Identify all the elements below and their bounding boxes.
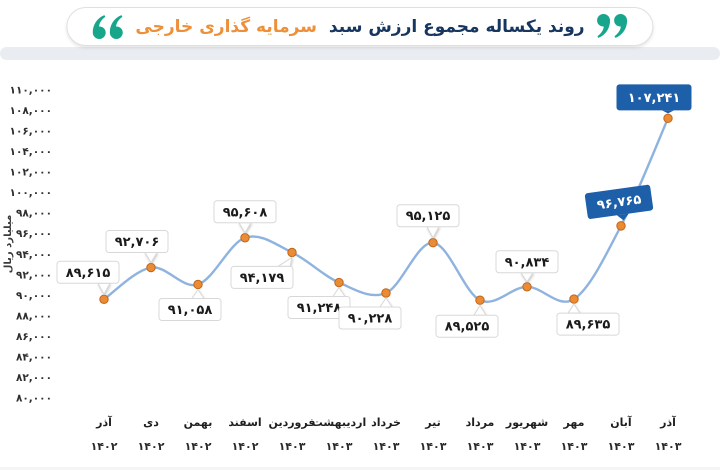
x-axis-year-label: ۱۴۰۳: [608, 440, 635, 453]
data-point-marker: [663, 113, 673, 124]
double-quote-close-icon: [92, 15, 123, 39]
y-axis-tick-label: ۱۰۴,۰۰۰: [10, 146, 52, 158]
y-axis-tick-label: ۸۲,۰۰۰: [16, 372, 52, 384]
data-label-callout: ۹۵,۶۰۸: [213, 200, 277, 234]
x-axis-month-label: تیر: [424, 416, 440, 429]
svg-text:۹۱,۲۴۸: ۹۱,۲۴۸: [297, 301, 342, 316]
y-axis-tick-label: ۹۴,۰۰۰: [16, 249, 52, 261]
chart-canvas: ۸۰,۰۰۰ ۸۲,۰۰۰ ۸۴,۰۰۰ ۸۶,۰۰۰ ۸۸,۰۰۰ ۹۰,۰۰۰ ۹۲,۰…: [3, 84, 692, 453]
x-axis-year-label: ۱۴۰۲: [138, 440, 165, 453]
svg-text:۹۰,۸۳۴: ۹۰,۸۳۴: [505, 255, 550, 270]
y-axis-tick-label: ۱۰۶,۰۰۰: [10, 126, 52, 138]
data-point-marker: [146, 262, 156, 273]
data-point-marker: [193, 279, 203, 290]
x-axis-year-label: ۱۴۰۲: [185, 440, 212, 453]
y-axis-tick-label: ۸۶,۰۰۰: [16, 331, 52, 343]
x-axis-month-label: مرداد: [466, 416, 495, 429]
y-axis-tick-label: ۱۱۰,۰۰۰: [10, 85, 52, 97]
data-label-callout: ۸۹,۵۲۵: [435, 304, 499, 338]
data-point-marker: [334, 277, 344, 288]
y-axis-title: میلیارد ریال: [3, 215, 14, 274]
y-axis-tick-label: ۸۰,۰۰۰: [16, 393, 52, 405]
x-axis-year-label: ۱۴۰۲: [232, 440, 259, 453]
x-axis-year-label: ۱۴۰۳: [373, 440, 400, 453]
trend-line-chart: ۸۰,۰۰۰ ۸۲,۰۰۰ ۸۴,۰۰۰ ۸۶,۰۰۰ ۸۸,۰۰۰ ۹۰,۰۰۰ ۹۲,۰…: [0, 60, 720, 468]
data-label-callout: ۸۹,۶۱۵: [56, 260, 120, 296]
x-axis-month-label: آذر: [659, 415, 676, 429]
x-axis-year-label: ۱۴۰۳: [467, 440, 494, 453]
data-label-callout: ۹۰,۸۳۴: [495, 250, 559, 283]
chart-title-main: روند یکساله مجموع ارزش سبد: [328, 16, 585, 37]
data-point-marker: [522, 282, 532, 292]
data-label-callout: ۹۴,۱۷۹: [230, 256, 294, 289]
y-axis-tick-label: ۸۴,۰۰۰: [16, 351, 52, 363]
y-axis-tick-label: ۹۲,۰۰۰: [16, 269, 52, 281]
x-axis-year-label: ۱۴۰۳: [561, 440, 588, 453]
data-label-callout: ۹۱,۲۴۸: [287, 286, 351, 320]
y-axis-tick-label: ۱۰۸,۰۰۰: [10, 105, 52, 117]
data-point-marker: [381, 288, 391, 298]
x-axis-month-label: شهریور: [505, 416, 548, 429]
data-point-marker: [616, 221, 626, 231]
double-quote-open-icon: [597, 14, 628, 38]
data-point-marker: [569, 294, 579, 304]
chart-title-pill: روند یکساله مجموع ارزش سبد سرمایه گذاری …: [66, 7, 654, 46]
trend-line: [102, 117, 670, 303]
svg-text:۸۹,۶۳۵: ۸۹,۶۳۵: [566, 318, 611, 333]
chart-title-accent: سرمایه گذاری خارجی: [135, 16, 317, 37]
x-axis-year-label: ۱۴۰۳: [279, 440, 306, 453]
x-axis-month-label: دی: [143, 416, 159, 429]
data-label-callout-highlight: ۹۶,۷۶۵: [584, 184, 654, 221]
x-axis-month-label: مهر: [563, 416, 585, 429]
svg-text:۹۱,۰۵۸: ۹۱,۰۵۸: [168, 303, 213, 318]
y-axis-tick-label: ۱۰۰,۰۰۰: [10, 187, 52, 199]
svg-text:۹۵,۱۲۵: ۹۵,۱۲۵: [406, 209, 451, 224]
y-axis-tick-label: ۱۰۲,۰۰۰: [10, 167, 52, 179]
y-axis-tick-label: ۹۶,۰۰۰: [16, 228, 52, 240]
data-point-marker: [240, 233, 250, 243]
data-label-callout: ۹۱,۰۵۸: [158, 288, 222, 321]
svg-text:۹۰,۲۲۸: ۹۰,۲۲۸: [348, 311, 393, 326]
x-axis-month-label: فروردین: [269, 416, 316, 429]
data-point-marker: [428, 238, 438, 248]
svg-text:۹۵,۶۰۸: ۹۵,۶۰۸: [223, 205, 268, 220]
data-point-marker: [99, 294, 109, 304]
svg-text:۹۴,۱۷۹: ۹۴,۱۷۹: [240, 271, 285, 286]
data-point-marker: [475, 295, 485, 305]
bottom-divider: [0, 467, 720, 470]
x-axis-month-label: اردیبهشت: [312, 416, 366, 429]
x-axis-year-label: ۱۴۰۳: [655, 440, 682, 453]
y-axis-tick-label: ۹۰,۰۰۰: [16, 290, 52, 302]
svg-text:۹۶,۷۶۵: ۹۶,۷۶۵: [596, 192, 642, 213]
data-label-callout: ۹۰,۲۲۸: [338, 297, 402, 330]
svg-text:۸۹,۶۱۵: ۸۹,۶۱۵: [66, 266, 111, 281]
data-label-callout-highlight: ۱۰۷,۲۴۱: [616, 84, 692, 114]
y-axis-tick-label: ۹۸,۰۰۰: [16, 208, 52, 220]
x-axis-year-label: ۱۴۰۳: [514, 440, 541, 453]
x-axis-month-label: اسفند: [228, 416, 261, 429]
x-axis-year-label: ۱۴۰۳: [326, 440, 353, 453]
x-axis-year-label: ۱۴۰۲: [91, 440, 118, 453]
x-axis-month-label: آبان: [610, 415, 632, 429]
y-axis-tick-label: ۸۸,۰۰۰: [16, 310, 52, 322]
data-label-callout: ۹۵,۱۲۵: [396, 204, 460, 239]
x-axis-year-label: ۱۴۰۳: [420, 440, 447, 453]
header-band: [0, 47, 720, 60]
svg-text:۸۹,۵۲۵: ۸۹,۵۲۵: [445, 320, 490, 335]
svg-text:۹۲,۷۰۶: ۹۲,۷۰۶: [115, 235, 160, 250]
x-axis-month-label: خرداد: [371, 416, 401, 429]
data-label-callout: ۸۹,۶۳۵: [556, 303, 620, 336]
data-point-marker: [287, 247, 297, 258]
x-axis-month-label: بهمن: [184, 416, 213, 429]
x-axis-month-label: آذر: [95, 415, 112, 429]
svg-text:۱۰۷,۲۴۱: ۱۰۷,۲۴۱: [628, 91, 681, 106]
data-label-callout: ۹۲,۷۰۶: [105, 230, 169, 264]
